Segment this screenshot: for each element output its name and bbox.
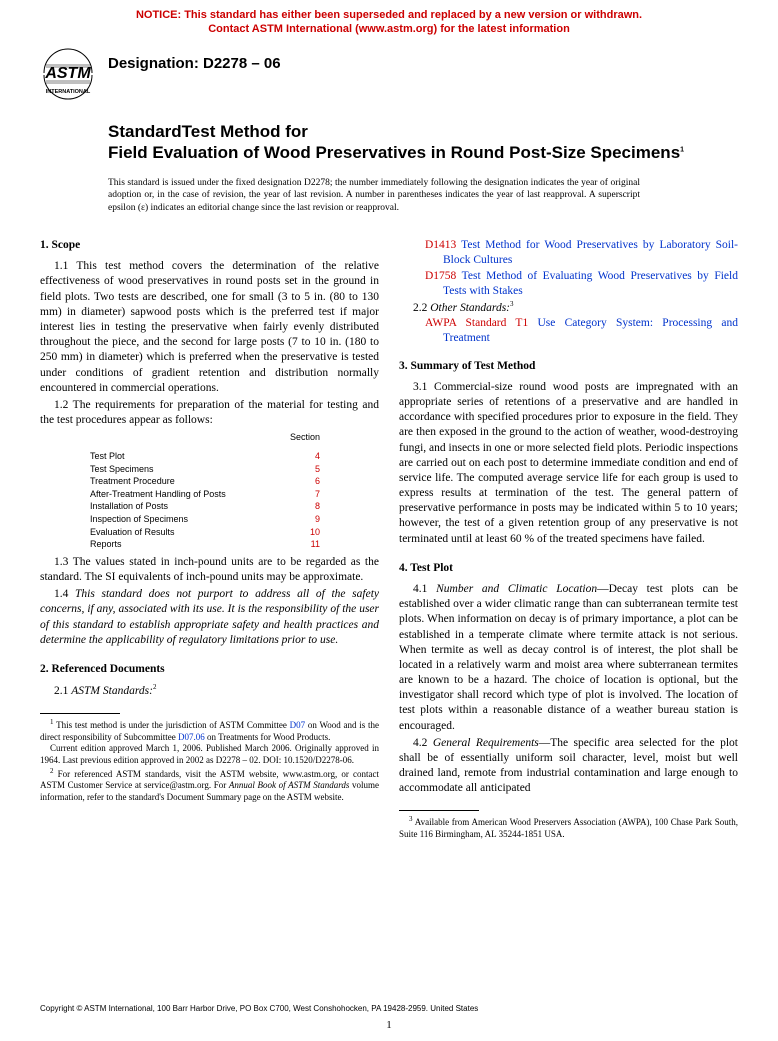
summary-3-1: 3.1 Commercial-size round wood posts are… [399,380,738,547]
right-column: D1413 Test Method for Wood Preservatives… [399,238,738,841]
scope-head: 1. Scope [40,238,379,253]
designation-block: Designation: D2278 – 06 [108,45,281,73]
footnote-2: 2 For referenced ASTM standards, visit t… [40,767,379,804]
link-awpa-code[interactable]: AWPA Standard T1 [425,317,528,329]
table-row: Test Plot4 [90,450,320,463]
table-row: Test Specimens5 [90,463,320,476]
testplot-4-2: 4.2 General Requirements—The specific ar… [399,736,738,797]
link-d07-06[interactable]: D07.06 [178,732,205,742]
table-row: Treatment Procedure6 [90,475,320,488]
table-row: Inspection of Specimens9 [90,513,320,526]
issuance-note: This standard is issued under the fixed … [0,163,680,214]
footnote-3: 3 Available from American Wood Preserver… [399,815,738,840]
title-main: Field Evaluation of Wood Preservatives i… [108,142,738,163]
table-row: Evaluation of Results10 [90,526,320,539]
scope-1-4: 1.4 This standard does not purport to ad… [40,587,379,648]
notice-line1: NOTICE: This standard has either been su… [136,9,642,21]
left-column: 1. Scope 1.1 This test method covers the… [40,238,379,841]
refdocs-head: 2. Referenced Documents [40,662,379,677]
svg-text:ASTM: ASTM [44,65,91,82]
ref-awpa: AWPA Standard T1 Use Category System: Pr… [399,316,738,346]
table-row: After-Treatment Handling of Posts7 [90,488,320,501]
testplot-head: 4. Test Plot [399,561,738,576]
copyright-line: Copyright © ASTM International, 100 Barr… [40,1004,478,1013]
title-block: StandardTest Method for Field Evaluation… [0,121,778,164]
scope-1-3: 1.3 The values stated in inch-pound unit… [40,555,379,585]
ref-d1758: D1758 Test Method of Evaluating Wood Pre… [399,269,738,299]
footnote-rule-right [399,810,479,811]
link-d1758-code[interactable]: D1758 [425,270,456,282]
table-row: Reports11 [90,538,320,551]
refdocs-2-2: 2.2 Other Standards:3 [399,300,738,316]
footnote-rule-left [40,713,120,714]
sections-table: Test Plot4Test Specimens5Treatment Proce… [90,450,379,551]
title-prefix: StandardTest Method for [108,121,738,142]
ref-d1413: D1413 Test Method for Wood Preservatives… [399,238,738,268]
page-number: 1 [0,1019,778,1031]
footnote-1b: Current edition approved March 1, 2006. … [40,743,379,766]
supersession-notice: NOTICE: This standard has either been su… [0,0,778,41]
summary-head: 3. Summary of Test Method [399,359,738,374]
scope-1-2: 1.2 The requirements for preparation of … [40,398,379,428]
link-d1413-text[interactable]: Test Method for Wood Preservatives by La… [443,239,738,266]
body-columns: 1. Scope 1.1 This test method covers the… [0,214,778,841]
notice-line2: Contact ASTM International (www.astm.org… [208,23,570,35]
link-d07[interactable]: D07 [290,720,306,730]
link-d1413-code[interactable]: D1413 [425,239,456,251]
astm-logo: ASTM INTERNATIONAL [40,45,96,101]
table-row: Installation of Posts8 [90,500,320,513]
designation-text: Designation: D2278 – 06 [108,55,281,72]
sections-table-head: Section [90,432,320,444]
svg-text:INTERNATIONAL: INTERNATIONAL [46,89,91,95]
link-d1758-text[interactable]: Test Method of Evaluating Wood Preservat… [443,270,738,297]
footnote-1: 1 This test method is under the jurisdic… [40,718,379,743]
header-row: ASTM INTERNATIONAL Designation: D2278 – … [0,41,778,121]
testplot-4-1: 4.1 Number and Climatic Location—Decay t… [399,582,738,734]
refdocs-2-1: 2.1 ASTM Standards:2 [40,683,379,699]
scope-1-1: 1.1 This test method covers the determin… [40,259,379,396]
